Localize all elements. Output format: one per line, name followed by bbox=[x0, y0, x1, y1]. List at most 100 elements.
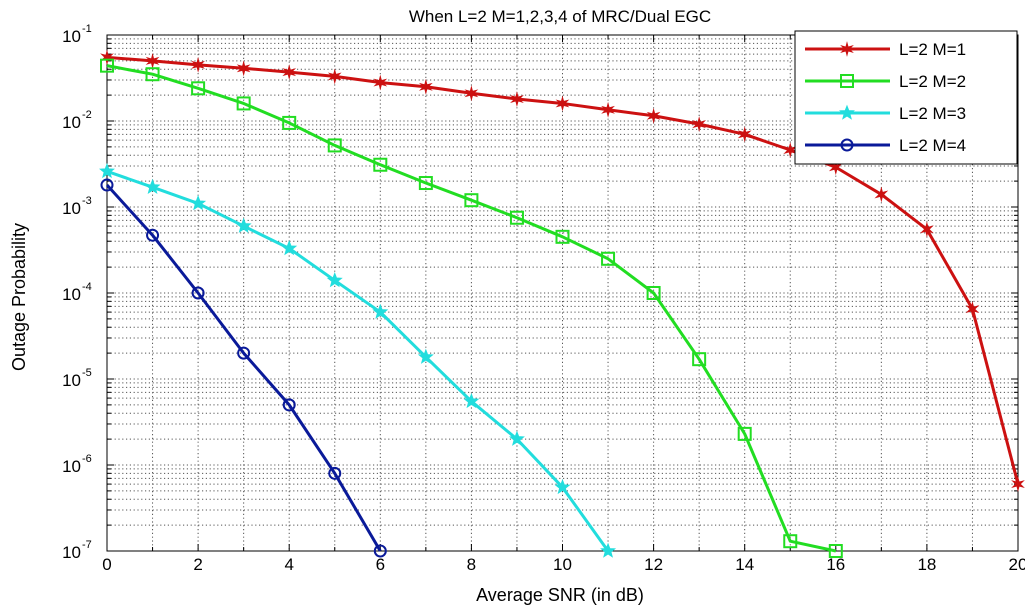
legend-item: L=2 M=4 bbox=[805, 136, 966, 155]
data-point bbox=[783, 534, 798, 549]
data-point bbox=[601, 101, 615, 118]
series-line bbox=[106, 64, 837, 553]
data-point bbox=[373, 74, 388, 91]
data-point bbox=[372, 303, 389, 319]
x-tick-label: 0 bbox=[102, 555, 111, 574]
data-point bbox=[508, 430, 525, 446]
series-1 bbox=[100, 49, 1025, 493]
data-point bbox=[190, 195, 207, 211]
data-point bbox=[236, 96, 251, 111]
y-tick-exponent: -6 bbox=[82, 453, 92, 465]
legend-label: L=2 M=3 bbox=[899, 104, 966, 123]
data-point bbox=[463, 392, 480, 409]
legend-label: L=2 M=2 bbox=[899, 72, 966, 91]
data-point bbox=[555, 229, 570, 244]
data-point bbox=[464, 85, 479, 102]
data-point bbox=[326, 272, 343, 288]
data-point bbox=[327, 138, 342, 153]
y-tick-label: 10 bbox=[62, 543, 81, 562]
series-lines bbox=[99, 49, 1025, 558]
y-tick-exponent: -3 bbox=[82, 195, 92, 207]
data-point bbox=[692, 352, 707, 367]
data-point bbox=[282, 398, 296, 412]
data-point bbox=[1011, 476, 1025, 493]
data-point bbox=[327, 68, 342, 85]
y-tick-label: 10 bbox=[62, 457, 81, 476]
data-point bbox=[692, 116, 707, 133]
data-point bbox=[554, 478, 571, 495]
data-point bbox=[418, 78, 433, 95]
data-point bbox=[282, 64, 297, 81]
y-tick-exponent: -1 bbox=[82, 23, 92, 35]
grid bbox=[107, 35, 1018, 551]
y-tick-exponent: -5 bbox=[82, 367, 92, 379]
data-point bbox=[191, 56, 205, 73]
data-point bbox=[100, 49, 114, 66]
axes bbox=[106, 34, 1019, 552]
series-line bbox=[106, 169, 610, 552]
x-tick-label: 8 bbox=[467, 555, 476, 574]
data-point bbox=[509, 210, 524, 225]
data-point bbox=[418, 176, 433, 191]
legend-marker bbox=[840, 41, 854, 57]
legend-item: L=2 M=1 bbox=[805, 40, 966, 59]
y-tick-label: 10 bbox=[62, 371, 81, 390]
x-tick-label: 14 bbox=[735, 555, 754, 574]
x-tick-label: 16 bbox=[826, 555, 845, 574]
data-point bbox=[328, 466, 342, 480]
data-point bbox=[965, 301, 980, 318]
data-point bbox=[100, 178, 114, 192]
x-tick-label: 6 bbox=[376, 555, 385, 574]
series-line bbox=[105, 184, 382, 552]
x-tick-label: 18 bbox=[917, 555, 936, 574]
data-point bbox=[874, 186, 889, 203]
data-point bbox=[191, 81, 206, 96]
legend: L=2 M=1 L=2 M=2 L=2 M=3 L=2 M=4 bbox=[794, 30, 1018, 165]
x-tick-label: 10 bbox=[553, 555, 572, 574]
series-2 bbox=[100, 58, 843, 558]
series-3 bbox=[99, 162, 617, 558]
data-point bbox=[144, 178, 161, 194]
legend-marker bbox=[840, 74, 854, 88]
legend-box bbox=[794, 30, 1018, 165]
y-tick-label: 10 bbox=[62, 285, 81, 304]
data-point bbox=[235, 217, 252, 233]
legend-label: L=2 M=4 bbox=[899, 136, 966, 155]
x-tick-label: 20 bbox=[1009, 555, 1025, 574]
y-tick-label: 10 bbox=[62, 27, 81, 46]
y-tick-exponent: -2 bbox=[82, 109, 92, 121]
data-point bbox=[646, 286, 661, 300]
data-point bbox=[373, 157, 388, 172]
x-tick-label: 4 bbox=[284, 555, 293, 574]
data-point bbox=[373, 544, 387, 558]
data-point bbox=[281, 240, 298, 256]
x-tick-label: 12 bbox=[644, 555, 663, 574]
data-point bbox=[146, 228, 160, 242]
data-point bbox=[417, 348, 434, 364]
legend-marker bbox=[840, 138, 854, 152]
legend-item: L=2 M=2 bbox=[805, 72, 966, 91]
data-point bbox=[237, 346, 251, 360]
data-point bbox=[600, 542, 617, 558]
data-point bbox=[920, 221, 934, 238]
legend-label: L=2 M=1 bbox=[899, 40, 966, 59]
data-point bbox=[737, 426, 752, 441]
y-tick-label: 10 bbox=[62, 113, 81, 132]
data-point bbox=[828, 544, 843, 558]
chart-title: When L=2 M=1,2,3,4 of MRC/Dual EGC bbox=[409, 7, 711, 26]
x-tick-label: 2 bbox=[193, 555, 202, 574]
data-point bbox=[282, 115, 297, 130]
x-tick-labels: 0 2 4 6 8 10 12 14 16 18 20 bbox=[102, 555, 1025, 574]
data-point bbox=[100, 58, 114, 73]
data-point bbox=[464, 193, 479, 208]
data-point bbox=[145, 52, 160, 69]
data-point bbox=[236, 60, 251, 77]
data-point bbox=[601, 251, 616, 266]
legend-item: L=2 M=3 bbox=[805, 104, 966, 123]
y-tick-exponent: -7 bbox=[82, 539, 92, 551]
x-axis-label: Average SNR (in dB) bbox=[476, 585, 644, 605]
y-tick-labels: 10-710-610-510-410-310-210-1 bbox=[62, 23, 92, 562]
series-4 bbox=[100, 178, 387, 558]
data-point bbox=[555, 95, 570, 112]
